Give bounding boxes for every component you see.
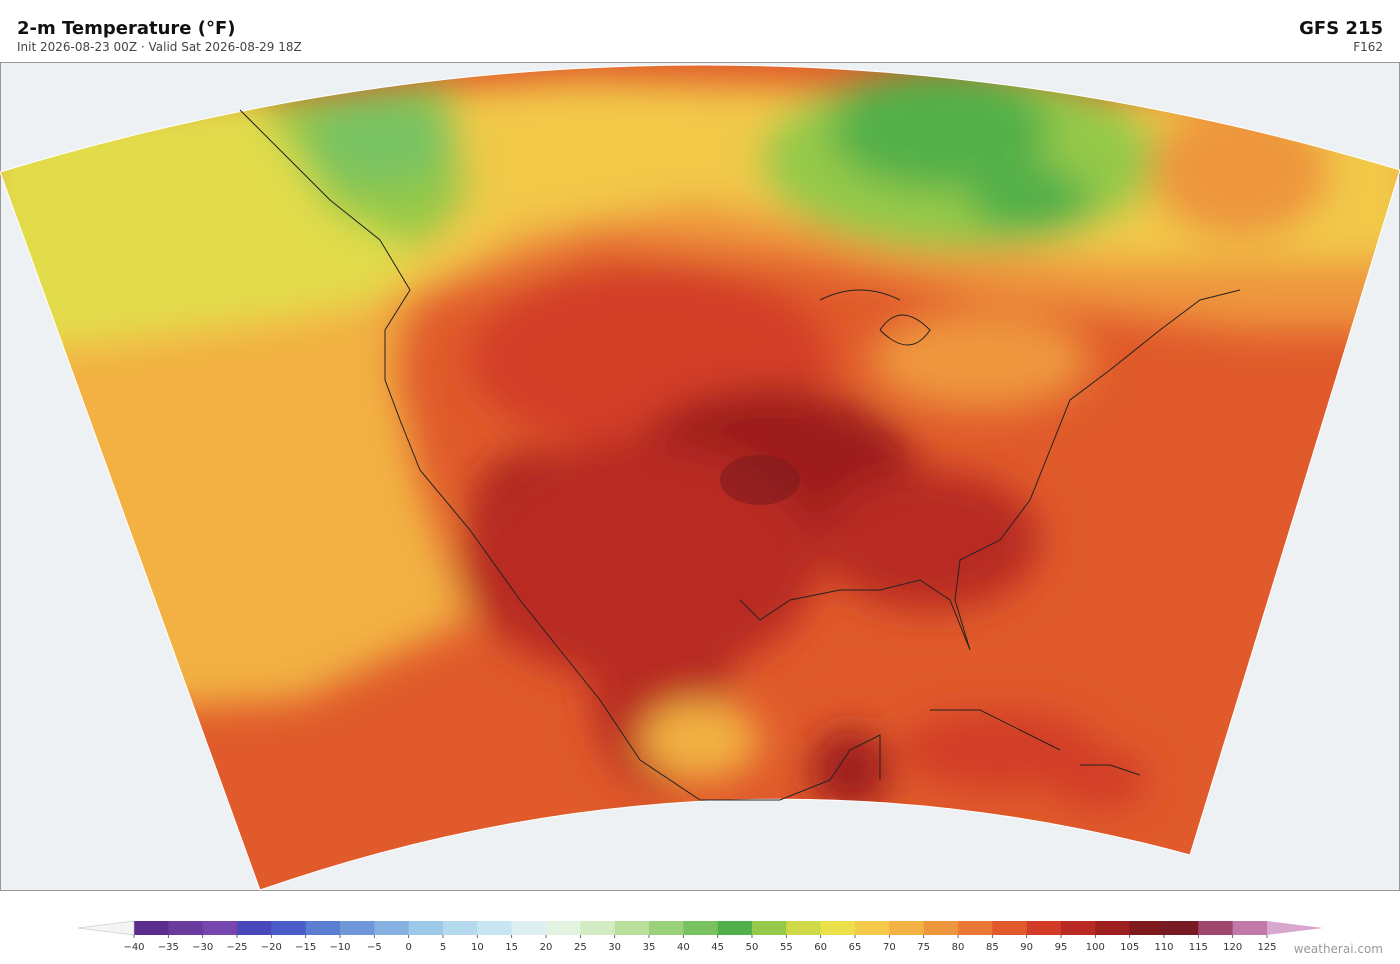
colorbar-bin — [683, 921, 719, 935]
temperature-field — [0, 64, 1400, 891]
colorbar-tick-label: 5 — [440, 942, 446, 953]
colorbar-tick-label: 15 — [505, 942, 518, 953]
coastlines — [239, 109, 1241, 801]
colorbar-bin — [443, 921, 478, 935]
colorbar-tick-label: 85 — [986, 942, 999, 953]
colorbar-tick-label: 120 — [1223, 942, 1242, 953]
colorbar-tick-label: 75 — [917, 942, 930, 953]
colorbar-tick-label: 35 — [643, 942, 656, 953]
colorbar-tick-label: 80 — [952, 942, 965, 953]
colorbar-tick-label: 45 — [711, 942, 724, 953]
colorbar-tick-label: −35 — [158, 942, 179, 953]
colorbar-bin — [546, 921, 581, 935]
colorbar-bin — [717, 921, 753, 935]
colorbar-tick-label: 115 — [1189, 942, 1208, 953]
colorbar-bin — [889, 921, 925, 935]
colorbar-tick-label: −15 — [295, 942, 316, 953]
colorbar: −40 −35 −30 −25 −20 −15 −10 −5 0 5 10 15 20 25 30 35 40 4… — [77, 920, 1323, 953]
colorbar-extend-high — [1267, 921, 1323, 935]
colorbar-tick-label: −10 — [329, 942, 350, 953]
colorbar-tick-label: 70 — [883, 942, 896, 953]
subtitle: Init 2026-08-23 00Z · Valid Sat 2026-08-… — [17, 40, 302, 54]
colorbar-bin — [1232, 921, 1268, 935]
colorbar-tick-label: −5 — [367, 942, 382, 953]
colorbar-bin — [1061, 921, 1096, 935]
colorbar-tick-label: −25 — [226, 942, 247, 953]
colorbar-bin — [820, 921, 856, 935]
colorbar-tick-label: 110 — [1154, 942, 1173, 953]
colorbar-tick-label: 30 — [608, 942, 621, 953]
colorbar-bin — [237, 921, 272, 935]
colorbar-bin — [649, 921, 684, 935]
colorbar-tick-label: 95 — [1055, 942, 1068, 953]
colorbar-bin — [340, 921, 375, 935]
colorbar-bin — [374, 921, 410, 935]
colorbar-tick-label: −30 — [192, 942, 213, 953]
colorbar-tick-label: 25 — [574, 942, 587, 953]
colorbar-bin — [1198, 921, 1234, 935]
colorbar-tick-label: −40 — [123, 942, 144, 953]
colorbar-tick-label: 20 — [540, 942, 553, 953]
colorbar-tick-label: 10 — [471, 942, 484, 953]
colorbar-bin — [1026, 921, 1062, 935]
colorbar-tick-label: 90 — [1020, 942, 1033, 953]
colorbar-tick-label: 105 — [1120, 942, 1139, 953]
colorbar-bin — [305, 921, 341, 935]
map — [0, 62, 1400, 891]
colorbar-tick-label: 40 — [677, 942, 690, 953]
colorbar-bin — [271, 921, 307, 935]
colorbar-tick-label: 100 — [1086, 942, 1105, 953]
colorbar-tick-label: 0 — [405, 942, 411, 953]
colorbar-bin — [1095, 921, 1131, 935]
colorbar-bin — [511, 921, 547, 935]
colorbar-bin — [992, 921, 1028, 935]
colorbar-extend-low — [77, 920, 135, 936]
colorbar-bin — [1129, 921, 1165, 935]
colorbar-tick-label: 125 — [1257, 942, 1276, 953]
colorbar-bin — [786, 921, 822, 935]
colorbar-bin — [923, 921, 959, 935]
forecast-hour: F162 — [1353, 40, 1383, 54]
colorbar-tick-label: −20 — [261, 942, 282, 953]
watermark: weatherai.com — [1294, 942, 1383, 956]
colorbar-bin — [855, 921, 890, 935]
model: GFS 215 — [1299, 18, 1383, 39]
colorbar-bin — [202, 921, 238, 935]
colorbar-bin — [958, 921, 993, 935]
colorbar-tick-label: 55 — [780, 942, 793, 953]
colorbar-tick-label: 65 — [849, 942, 862, 953]
title: 2-m Temperature (°F) — [17, 18, 236, 39]
colorbar-bin — [614, 921, 650, 935]
colorbar-bin — [134, 921, 169, 935]
colorbar-bin — [168, 921, 204, 935]
colorbar-tick-label: 60 — [814, 942, 827, 953]
colorbar-bin — [408, 921, 444, 935]
colorbar-tick-label: 50 — [746, 942, 759, 953]
colorbar-bin — [1164, 921, 1199, 935]
colorbar-bin — [580, 921, 616, 935]
colorbar-bin — [752, 921, 787, 935]
colorbar-bin — [477, 921, 513, 935]
